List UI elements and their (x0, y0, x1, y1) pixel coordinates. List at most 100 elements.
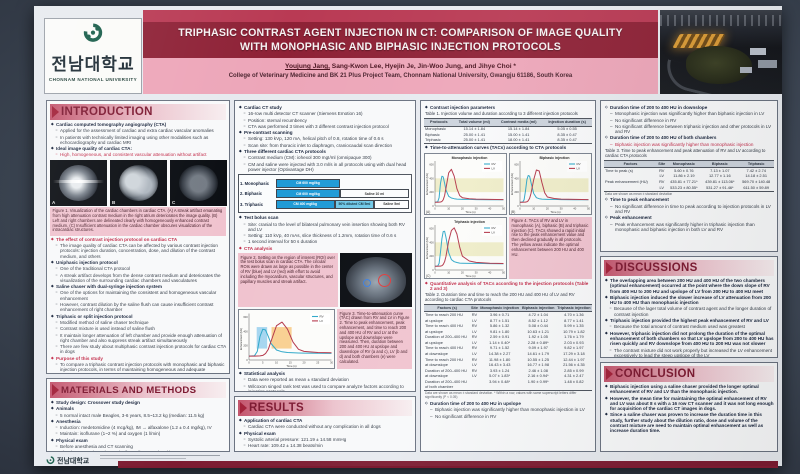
footer-fine-print-line (100, 455, 220, 456)
svg-text:400: 400 (514, 176, 519, 180)
text-line: Three different cardiac CTA protocols (238, 149, 412, 155)
text-line: Time to peak enhancement (604, 197, 774, 203)
ct-study-text: Statistical analysisData were reported a… (238, 371, 412, 391)
figure1-caption: Figure 1. Visualization of the cardiac c… (50, 206, 226, 236)
svg-text:Enhancement (HU): Enhancement (HU) (239, 328, 243, 350)
materials-methods-header: MATERIALS AND METHODS (50, 382, 226, 398)
figure1-images: A B C (50, 159, 227, 206)
svg-text:(B): (B) (511, 210, 515, 214)
svg-text:Time (s): Time (s) (465, 210, 475, 214)
text-line: Saline chaser with dual-syringe injectio… (50, 284, 226, 290)
svg-text:20: 20 (461, 206, 464, 210)
protocol-segment: CM 600 mgI/kg (276, 178, 340, 188)
svg-text:30: 30 (475, 206, 478, 210)
text-line: Duration time of 200 to 400 HU in upslop… (424, 401, 592, 407)
text-line: Peak enhancement (604, 215, 774, 221)
text-line: Scan site: from thoracic inlet to diaphr… (238, 143, 412, 149)
text-line: Application of cardiac CTA (238, 418, 412, 424)
ct-study-text: Test bolus scanSite: cranial to the leve… (238, 215, 412, 251)
text-line: Maintain: isoflurane (1~2 %) and oxygen … (50, 431, 226, 437)
column-header: Monophasic (666, 159, 702, 169)
text-line: It maintain longer attenuation of left c… (50, 333, 226, 344)
column-header: Site (657, 159, 667, 169)
introduction-text: Cardiac computed tomography angiography … (50, 122, 226, 158)
heart-chamber-graphic (59, 164, 98, 201)
title-line-2: WITH MONOPHASIC AND BIPHASIC INJECTION P… (240, 41, 561, 53)
section-arrow-icon (240, 402, 247, 414)
table-row: Triphasic 25.00 ± 1.41 18.00 ± 1.41 8.35 ± … (425, 137, 577, 143)
tacs-heading: Time-to-attenuation curves (TACs) accord… (424, 145, 592, 151)
thorax-graphic (346, 257, 406, 304)
author-list: Youjung Jang, Sang-Kwon Lee, Hyejin Je, … (143, 63, 658, 70)
table-row: Time to reach 400 HU RV 9.71 ± 1.52 9.09 ± … (425, 345, 584, 351)
methods-text: Study design: Crossover study designAnim… (50, 400, 226, 451)
text-line: Uniphasic injection protocol (50, 260, 226, 266)
svg-text:15: 15 (289, 361, 292, 365)
text-line: Blood pressure (Doppler method), cardiac… (50, 450, 226, 451)
findings-text: Data are shown as mean ± standard deviat… (604, 192, 774, 233)
text-line: Data are shown as mean ± standard deviat… (425, 391, 577, 400)
text-line: Table 3. Time to peak enhancement and pe… (605, 148, 766, 158)
discussions-text: The overlapping area between 200 HU and … (604, 278, 774, 357)
column-header: Triphasic injection (555, 303, 592, 313)
text-line: 1 second interval for 50 s duration (238, 239, 412, 245)
campus-field (686, 46, 752, 84)
table-row: LV 11.86 ± 2.19 12.77 ± 1.16 14.18 ± 2.51 (659, 173, 767, 179)
protocol-row: 2. Biphasic CM 600 mgI/kg Saline 10 ml (240, 189, 409, 199)
svg-text:30: 30 (330, 361, 333, 365)
column-header: Injection duration (s) (542, 118, 592, 127)
campus-building (758, 60, 777, 68)
table-row: Peak enhancement (HU) RV 435.81 ± 77.21* 43… (605, 179, 771, 185)
text-line: Table 1. Injection volume and duration a… (425, 111, 578, 117)
protocol-bars: CM 600 mgI/kg (276, 178, 409, 188)
conclusion-text: Biphasic injection using a saline chaser… (604, 384, 774, 434)
svg-text:600: 600 (429, 162, 434, 166)
text-line: Setting: 110 kVp, 40 mAs, slice thicknes… (238, 233, 412, 239)
discussions-section: DISCUSSIONS The overlapping area between… (600, 256, 778, 358)
svg-text:Enhancement (HU): Enhancement (HU) (425, 236, 429, 258)
text-line: One of the options for maintaining the c… (50, 290, 226, 301)
text-line: In patients with technically limited ima… (50, 135, 226, 146)
conclusion-section: CONCLUSION Biphasic injection using a sa… (600, 362, 778, 452)
svg-text:RV: RV (492, 162, 496, 166)
svg-text:Time (s): Time (s) (550, 210, 560, 214)
table-row: LV 533.23 ± 80.55* 531.27 ± 91.46* 611.50 ±… (659, 184, 770, 190)
table-2: Factors (s) Site Monophasic injection Bipha… (424, 303, 592, 392)
authors-band: Youjung Jang, Sang-Kwon Lee, Hyejin Je, … (143, 58, 658, 94)
svg-text:RV: RV (320, 315, 324, 319)
svg-text:600: 600 (514, 162, 519, 166)
findings-text: Duration time of 200 to 400 HU in downsl… (604, 105, 774, 159)
roi-circle-lv-icon (378, 274, 391, 288)
text-line: However, contrast dilution by the saline… (50, 302, 226, 313)
text-line: Biphasic injection induced the slower in… (604, 295, 774, 306)
heart-chamber-graphic (179, 164, 218, 201)
text-line: There are few study about multiphasic co… (50, 344, 226, 355)
text-line: Site: cranial to the level of bilateral … (238, 222, 412, 233)
column-header: Biphasic (701, 159, 739, 169)
text-line: CTA analysis (238, 246, 412, 252)
table2-findings: Data are shown as mean ± standard deviat… (424, 391, 592, 419)
svg-text:600: 600 (429, 226, 434, 230)
table-row: at downslope LV 16.43 ± 3.43 16.77 ± 1.98 21… (425, 362, 585, 368)
text-line: Applied for the assessment of cardiac an… (50, 128, 226, 134)
protocol-row: 3. Triphasic CM 400 mgI/kg 50% diluted CM … (240, 199, 409, 209)
text-line: However, triphasic injection did not pro… (604, 331, 774, 347)
svg-text:0: 0 (246, 358, 248, 362)
svg-text:600: 600 (243, 315, 248, 319)
campus-building (750, 48, 766, 55)
text-line: Anesthesia (50, 419, 226, 425)
svg-text:(C): (C) (426, 274, 430, 278)
figure3-row: 0 200 400 600 0 5 10 15 20 25 30 RV LV Time (s) Enhanc… (238, 309, 412, 370)
text-line: Contrast injection parameters (424, 105, 592, 111)
protocol-bars: CM 600 mgI/kg Saline 10 ml (276, 189, 409, 199)
text-line: No significant difference in RV (604, 118, 774, 124)
table-row: at upslope LV 8.77 ± 1.51 8.52 ± 1.12 8.77 ±… (425, 317, 584, 323)
svg-text:5: 5 (262, 361, 264, 365)
protocol-bars: CM 400 mgI/kg 50% diluted CM 5ml Saline 5m… (276, 199, 409, 209)
text-line: Biphasic injection using a saline chaser… (604, 384, 774, 395)
introduction-header: INTRODUCTION (50, 104, 226, 120)
text-line: Modified method of saline chaser techniq… (50, 320, 226, 326)
table-1: Protocols Total volume (ml) Contrast media… (424, 118, 592, 145)
table-row: Time to peak (s) RV 5.60 ± 0.76 7.13 ± 1.07… (605, 167, 766, 173)
